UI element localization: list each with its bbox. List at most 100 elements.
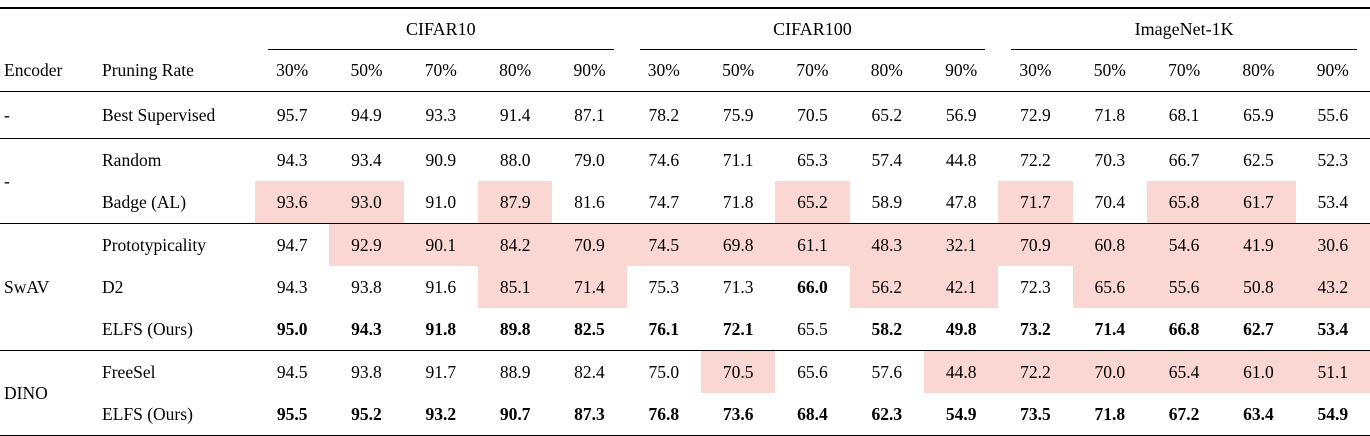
value-cell: 56.9: [945, 104, 977, 125]
value-cell: 57.4: [849, 138, 924, 181]
value-cell: 61.1: [775, 223, 850, 266]
value-cell: 71.8: [1094, 104, 1126, 125]
value-cell: 65.8: [1146, 181, 1222, 224]
value-cell: 54.9: [1317, 403, 1349, 424]
rate-header: 80%: [477, 50, 553, 92]
value-cell: 93.0: [329, 181, 404, 224]
value-cell: 88.0: [477, 138, 553, 181]
value-cell: 95.2: [351, 403, 382, 424]
rate-header: 90%: [923, 50, 999, 92]
rate-header-row: Encoder Pruning Rate 30% 50% 70% 80% 90% 30% 5…: [0, 50, 1370, 92]
rate-header: 80%: [1221, 50, 1296, 92]
value-cell: 84.2: [477, 223, 553, 266]
table-row: Badge (AL) 93.6 93.0 91.0 87.9 81.6 74.7 71.8 65…: [0, 181, 1370, 224]
value-cell: 52.3: [1295, 138, 1370, 181]
value-cell: 76.8: [648, 403, 680, 424]
value-cell: 55.6: [1146, 266, 1222, 308]
value-cell: 91.7: [403, 350, 478, 393]
pruning-rate-header: Pruning Rate: [95, 50, 255, 92]
value-cell: 70.5: [797, 104, 828, 125]
table-row: - Random 94.3 93.4 90.9 88.0 79.0 74.6 71.1 65.3 5…: [0, 138, 1370, 224]
value-cell: 55.6: [1317, 104, 1349, 125]
method-label: ELFS (Ours): [102, 318, 193, 339]
rate-header: 70%: [1146, 50, 1222, 92]
value-cell: 74.6: [626, 138, 701, 181]
value-cell: 48.3: [849, 223, 924, 266]
value-cell: 93.8: [351, 276, 382, 297]
value-cell: 62.7: [1243, 318, 1274, 339]
value-cell: 92.9: [329, 223, 404, 266]
value-cell: 72.3: [1020, 276, 1051, 297]
value-cell: 72.2: [998, 138, 1073, 181]
value-cell: 67.2: [1168, 403, 1200, 424]
value-cell: 93.8: [329, 350, 404, 393]
value-cell: 58.2: [871, 318, 903, 339]
value-cell: 90.1: [403, 223, 478, 266]
value-cell: 94.3: [351, 318, 382, 339]
value-cell: 88.9: [477, 350, 553, 393]
value-cell: 30.6: [1295, 223, 1370, 266]
encoder-label: SwAV: [0, 223, 95, 351]
value-cell: 56.2: [849, 266, 924, 308]
value-cell: 71.4: [1094, 318, 1126, 339]
value-cell: 85.1: [477, 266, 553, 308]
value-cell: 94.7: [255, 223, 330, 266]
value-cell: 70.4: [1094, 191, 1126, 212]
rate-header: 90%: [552, 50, 627, 92]
value-cell: 49.8: [945, 318, 977, 339]
value-cell: 94.5: [255, 350, 330, 393]
method-label: Best Supervised: [102, 104, 216, 125]
value-cell: 69.8: [700, 223, 776, 266]
method-label: FreeSel: [95, 350, 255, 393]
value-cell: 93.3: [425, 104, 457, 125]
group-header-cifar100: CIFAR100: [627, 8, 999, 50]
rate-header: 70%: [775, 50, 850, 92]
group-header-label: ImageNet-1K: [1134, 19, 1234, 39]
value-cell: 70.3: [1072, 138, 1147, 181]
method-label: Random: [95, 138, 255, 181]
value-cell: 74.5: [626, 223, 701, 266]
value-cell: 91.4: [499, 104, 531, 125]
results-table: CIFAR10 CIFAR100 ImageNet-1K Encoder Pru…: [0, 7, 1370, 436]
value-cell: 66.7: [1146, 138, 1222, 181]
encoder-label: -: [4, 104, 10, 125]
value-cell: 87.3: [574, 403, 605, 424]
value-cell: 41.9: [1221, 223, 1296, 266]
table-row: - Best Supervised 95.7 94.9 93.3 91.4 87.1 78.2…: [0, 92, 1370, 139]
value-cell: 91.0: [425, 191, 457, 212]
value-cell: 93.6: [255, 181, 330, 224]
value-cell: 94.3: [255, 138, 330, 181]
value-cell: 65.9: [1243, 104, 1274, 125]
value-cell: 90.7: [499, 403, 531, 424]
value-cell: 71.4: [552, 266, 627, 308]
value-cell: 71.3: [722, 276, 754, 297]
rate-header: 30%: [998, 50, 1073, 92]
value-cell: 43.2: [1295, 266, 1370, 308]
value-cell: 79.0: [552, 138, 627, 181]
method-label: D2: [102, 276, 124, 297]
value-cell: 95.5: [276, 403, 308, 424]
encoder-header: Encoder: [0, 50, 95, 92]
value-cell: 71.1: [700, 138, 776, 181]
value-cell: 87.9: [477, 181, 553, 224]
value-cell: 95.0: [276, 318, 308, 339]
value-cell: 74.7: [648, 191, 680, 212]
value-cell: 93.4: [329, 138, 404, 181]
rate-header: 80%: [849, 50, 924, 92]
value-cell: 72.9: [1020, 104, 1051, 125]
value-cell: 32.1: [923, 223, 999, 266]
value-cell: 65.5: [797, 318, 828, 339]
value-cell: 61.0: [1221, 350, 1296, 393]
rate-header: 50%: [329, 50, 404, 92]
encoder-label: -: [0, 138, 95, 224]
table-row: D2 94.3 93.8 91.6 85.1 71.4 75.3 71.3 66.0 56.2 42…: [0, 266, 1370, 308]
value-cell: 65.2: [775, 181, 850, 224]
group-underline: [268, 49, 614, 50]
value-cell: 73.6: [722, 403, 754, 424]
encoder-label: DINO: [0, 350, 95, 436]
value-cell: 50.8: [1221, 266, 1296, 308]
dataset-header-row: CIFAR10 CIFAR100 ImageNet-1K: [0, 8, 1370, 50]
method-label: ELFS (Ours): [102, 403, 193, 424]
rate-header: 30%: [626, 50, 701, 92]
value-cell: 71.8: [722, 191, 754, 212]
